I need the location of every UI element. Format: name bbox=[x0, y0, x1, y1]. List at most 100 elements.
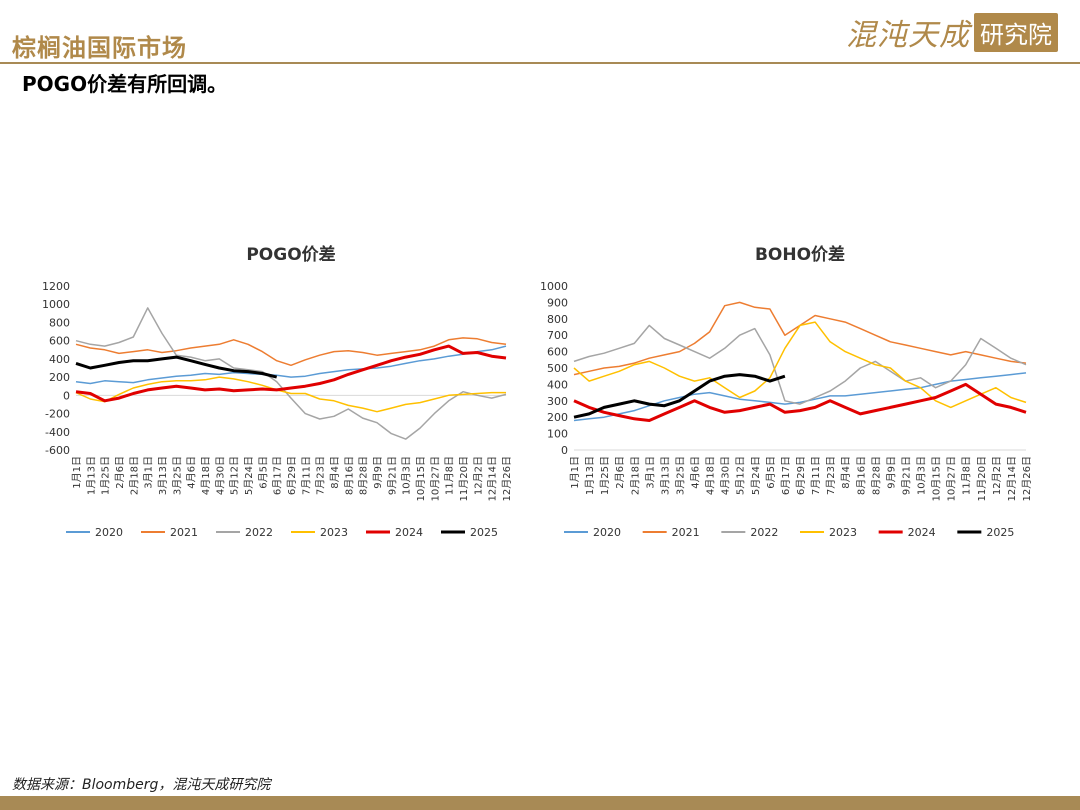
x-tick-label: 4月6日 bbox=[186, 456, 198, 489]
footer-bar bbox=[0, 796, 1080, 810]
x-tick-label: 1月1日 bbox=[569, 456, 581, 489]
pogo-chart-svg: POGO价差 -600 -400 -200 0 200 400 600 800 1000 1200 1… bbox=[42, 244, 513, 539]
data-source-note: 数据来源：Bloomberg，混沌天成研究院 bbox=[12, 777, 271, 793]
x-tick-label: 8月4日 bbox=[329, 456, 341, 489]
x-tick-label: 4月30日 bbox=[214, 456, 226, 495]
x-tick-label: 6月5日 bbox=[257, 456, 269, 489]
series-line-2020 bbox=[75, 345, 507, 385]
x-tick-label: 1月1日 bbox=[71, 456, 83, 489]
x-tick-label: 12月2日 bbox=[472, 456, 484, 495]
x-tick-label: 1月25日 bbox=[100, 456, 112, 495]
x-tick-label: 9月21日 bbox=[900, 456, 912, 495]
y-tick-label: 800 bbox=[547, 313, 568, 326]
x-tick-label: 11月8日 bbox=[444, 456, 456, 495]
legend-label-2021: 2021 bbox=[170, 526, 198, 539]
x-tick-label: 1月25日 bbox=[599, 456, 611, 495]
x-tick-label: 4月30日 bbox=[720, 456, 732, 495]
x-tick-label: 3月13日 bbox=[157, 456, 169, 495]
x-tick-label: 3月1日 bbox=[644, 456, 656, 489]
x-tick-label: 7月23日 bbox=[315, 456, 327, 495]
y-tick-label: 700 bbox=[547, 329, 568, 342]
x-tick-label: 10月27日 bbox=[429, 456, 441, 501]
x-tick-label: 12月14日 bbox=[487, 456, 499, 501]
x-tick-label: 3月25日 bbox=[674, 456, 686, 495]
x-tick-label: 11月20日 bbox=[976, 456, 988, 501]
x-tick-label: 2月6日 bbox=[614, 456, 626, 489]
y-tick-label: 800 bbox=[49, 316, 70, 329]
legend-label-2025: 2025 bbox=[986, 526, 1014, 539]
x-tick-label: 12月26日 bbox=[501, 456, 513, 501]
x-tick-label: 4月18日 bbox=[705, 456, 717, 495]
x-tick-label: 8月28日 bbox=[358, 456, 370, 495]
pogo-spread-chart: POGO价差 -600 -400 -200 0 200 400 600 800 1000 1200 1… bbox=[24, 232, 514, 556]
y-tick-label: -400 bbox=[45, 426, 70, 439]
y-tick-label: 600 bbox=[49, 335, 70, 348]
series-line-2021 bbox=[75, 337, 507, 367]
boho-spread-chart: BOHO价差 0 100 200 300 400 500 600 700 800 900 1000 1月… bbox=[524, 232, 1034, 556]
series-line-2022 bbox=[573, 324, 1027, 405]
x-tick-label: 1月13日 bbox=[584, 456, 596, 495]
y-tick-label: 400 bbox=[547, 378, 568, 391]
brand-logo: 混沌天成 研究院 bbox=[846, 12, 1058, 53]
page-title: 棕榈油国际市场 bbox=[12, 33, 187, 62]
x-tick-label: 6月17日 bbox=[272, 456, 284, 495]
x-tick-label: 2月18日 bbox=[629, 456, 641, 495]
x-tick-label: 1月13日 bbox=[85, 456, 97, 495]
x-tick-label: 5月12日 bbox=[735, 456, 747, 495]
legend-label-2022: 2022 bbox=[245, 526, 273, 539]
x-tick-label: 6月29日 bbox=[286, 456, 298, 495]
y-tick-label: 0 bbox=[561, 444, 568, 457]
x-tick-label: 2月6日 bbox=[114, 456, 126, 489]
x-tick-label: 10月27日 bbox=[946, 456, 958, 501]
x-tick-label: 10月15日 bbox=[415, 456, 427, 501]
y-tick-label: 500 bbox=[547, 362, 568, 375]
x-tick-label: 11月20日 bbox=[458, 456, 470, 501]
x-tick-label: 7月11日 bbox=[810, 456, 822, 495]
x-tick-label: 11月8日 bbox=[961, 456, 973, 495]
series-line-2024 bbox=[75, 344, 507, 403]
y-tick-label: 900 bbox=[547, 296, 568, 309]
x-tick-label: 4月6日 bbox=[690, 456, 702, 489]
y-tick-label: 400 bbox=[49, 353, 70, 366]
boho-chart-svg: BOHO价差 0 100 200 300 400 500 600 700 800 900 1000 1月… bbox=[540, 244, 1033, 539]
series-line-2022 bbox=[75, 307, 507, 440]
x-tick-label: 8月28日 bbox=[870, 456, 882, 495]
y-tick-label: 200 bbox=[547, 411, 568, 424]
x-tick-label: 10月15日 bbox=[931, 456, 943, 501]
x-tick-label: 8月16日 bbox=[855, 456, 867, 495]
x-tick-label: 6月17日 bbox=[780, 456, 792, 495]
series-line-2025 bbox=[75, 355, 278, 379]
y-tick-label: -200 bbox=[45, 408, 70, 421]
y-tick-label: 600 bbox=[547, 346, 568, 359]
legend-label-2023: 2023 bbox=[829, 526, 857, 539]
x-tick-label: 4月18日 bbox=[200, 456, 212, 495]
x-tick-label: 6月5日 bbox=[765, 456, 777, 489]
x-tick-label: 6月29日 bbox=[795, 456, 807, 495]
slide-subtitle: POGO价差有所回调。 bbox=[22, 72, 228, 96]
x-tick-label: 3月25日 bbox=[171, 456, 183, 495]
x-tick-label: 9月9日 bbox=[885, 456, 897, 489]
y-tick-label: -600 bbox=[45, 444, 70, 457]
logo-box-text: 研究院 bbox=[974, 12, 1058, 52]
y-tick-label: 1000 bbox=[42, 298, 70, 311]
x-tick-label: 12月2日 bbox=[991, 456, 1003, 495]
series-line-2025 bbox=[573, 373, 786, 419]
y-tick-label: 300 bbox=[547, 395, 568, 408]
legend-label-2020: 2020 bbox=[593, 526, 621, 539]
x-tick-label: 5月12日 bbox=[229, 456, 241, 495]
y-tick-label: 0 bbox=[63, 389, 70, 402]
legend-label-2020: 2020 bbox=[95, 526, 123, 539]
x-tick-label: 12月26日 bbox=[1021, 456, 1033, 501]
x-tick-label: 3月1日 bbox=[143, 456, 155, 489]
x-tick-label: 9月9日 bbox=[372, 456, 384, 489]
chart-title: POGO价差 bbox=[246, 244, 335, 265]
logo-main-text: 混沌天成 bbox=[846, 18, 970, 53]
chart-title: BOHO价差 bbox=[755, 244, 845, 265]
x-tick-label: 5月24日 bbox=[243, 456, 255, 495]
series-line-2023 bbox=[75, 376, 506, 413]
legend-label-2021: 2021 bbox=[672, 526, 700, 539]
x-tick-label: 8月16日 bbox=[343, 456, 355, 495]
x-tick-label: 10月3日 bbox=[401, 456, 413, 495]
x-tick-label: 7月11日 bbox=[300, 456, 312, 495]
legend-label-2023: 2023 bbox=[320, 526, 348, 539]
